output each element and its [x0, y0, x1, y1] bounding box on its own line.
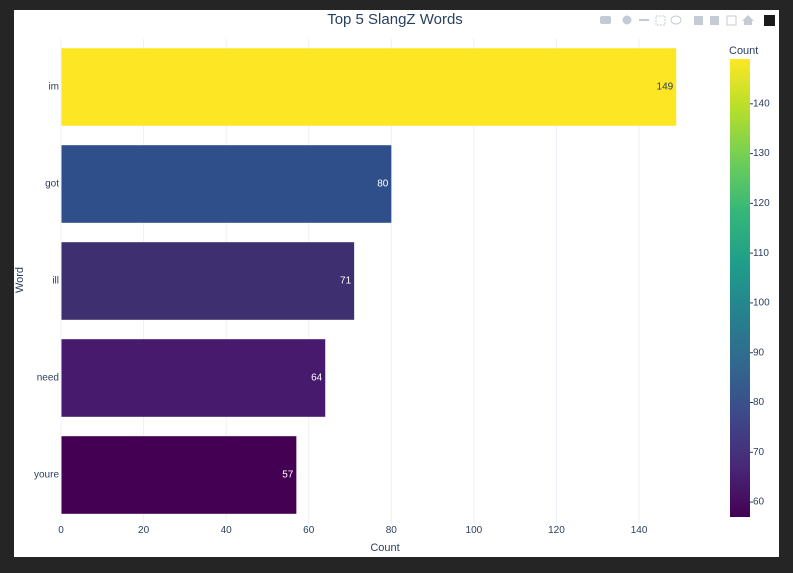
data-label: 80: [377, 179, 389, 190]
camera-button[interactable]: [600, 16, 611, 24]
zoom-out-button[interactable]: [710, 16, 719, 25]
colorbar-tick-label: 130: [753, 148, 770, 159]
autoscale-button[interactable]: [726, 15, 737, 26]
bar: [61, 48, 677, 126]
zoom-in-button[interactable]: [694, 16, 703, 25]
data-label: 149: [657, 82, 674, 93]
y-tick-label: ill: [52, 276, 59, 287]
chart-title: Top 5 SlangZ Words: [327, 11, 463, 28]
colorbar-title: Count: [729, 45, 758, 57]
colorbar-tick-label: 90: [753, 347, 765, 358]
plotly-logo[interactable]: [764, 15, 775, 26]
y-tick-label: need: [37, 373, 59, 384]
colorbar-tick-label: 120: [753, 198, 770, 209]
x-tick-label: 80: [386, 525, 398, 536]
x-tick-label: 20: [138, 525, 150, 536]
bar: [61, 145, 392, 223]
pan-button[interactable]: [639, 19, 649, 21]
x-tick-label: 40: [221, 525, 233, 536]
modebar: [600, 15, 775, 26]
data-label: 64: [311, 373, 323, 384]
data-label: 57: [282, 470, 294, 481]
colorbar: [730, 59, 750, 517]
colorbar-tick-label: 140: [753, 98, 770, 109]
lasso-button[interactable]: [670, 15, 682, 25]
y-tick-label: youre: [34, 470, 59, 481]
x-tick-label: 140: [631, 525, 648, 536]
bar: [61, 436, 297, 514]
select-button[interactable]: [655, 15, 666, 26]
x-axis-title: Count: [370, 542, 399, 554]
bar: [61, 242, 355, 320]
x-tick-label: 100: [466, 525, 483, 536]
y-tick-label: got: [45, 179, 59, 190]
x-tick-label: 60: [303, 525, 315, 536]
reset-button[interactable]: [742, 15, 754, 25]
x-tick-label: 0: [58, 525, 64, 536]
colorbar-tick-label: 100: [753, 298, 770, 309]
colorbar-tick-label: 60: [753, 497, 765, 508]
colorbar-tick-label: 80: [753, 397, 765, 408]
colorbar-tick-label: 70: [753, 447, 765, 458]
data-label: 71: [340, 276, 352, 287]
x-tick-label: 120: [548, 525, 565, 536]
y-axis-title: Word: [14, 267, 26, 293]
colorbar-tick-label: 110: [753, 248, 769, 259]
y-tick-label: im: [48, 82, 59, 93]
bar: [61, 339, 326, 417]
zoom-button[interactable]: [622, 15, 632, 25]
